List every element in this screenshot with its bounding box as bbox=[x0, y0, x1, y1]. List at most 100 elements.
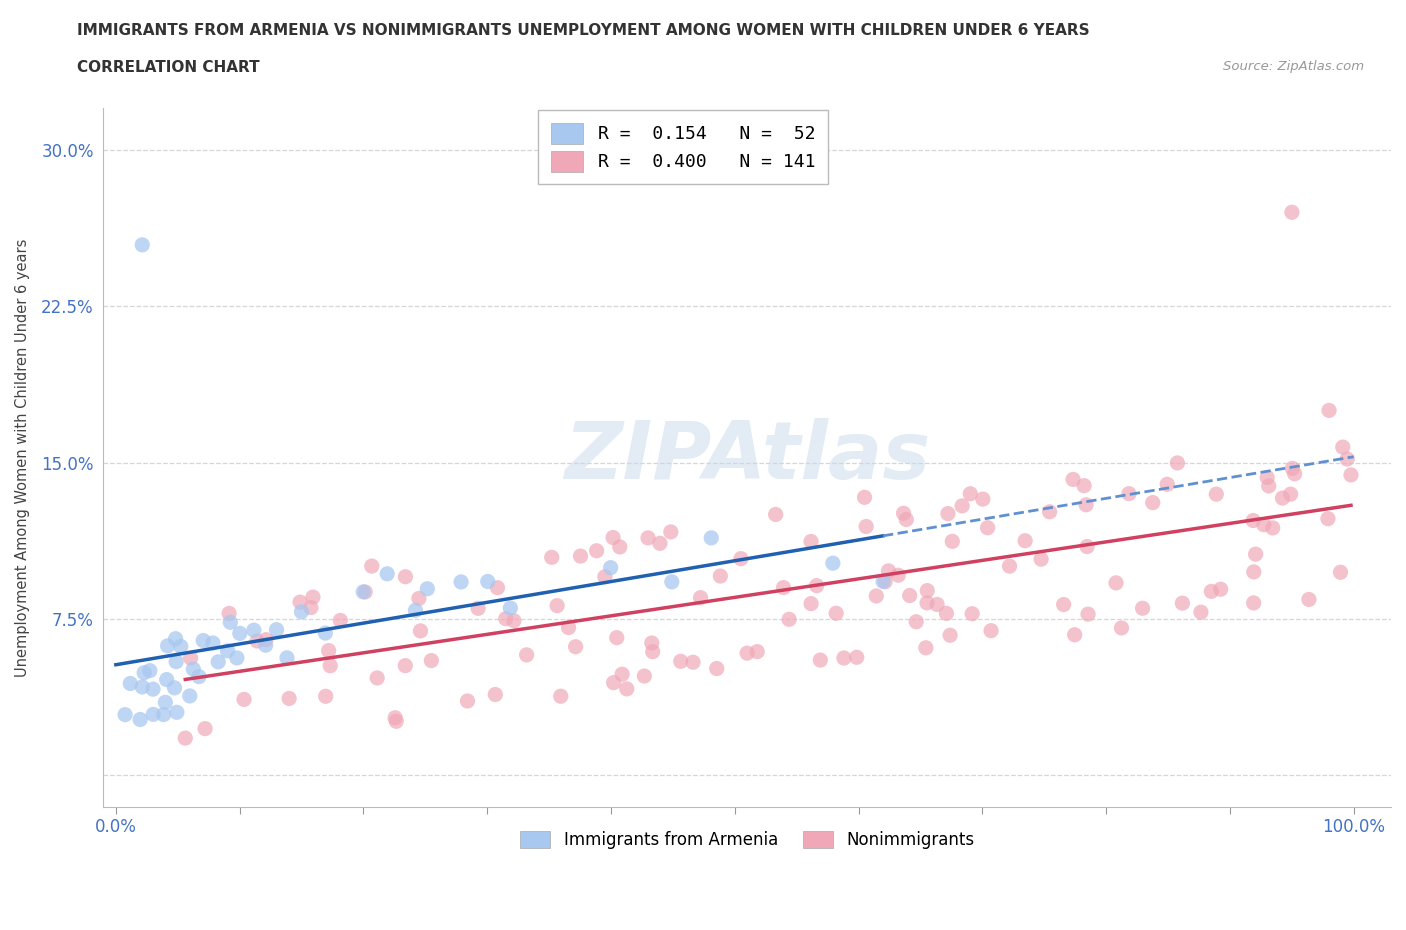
Point bbox=[394, 569, 416, 584]
Point bbox=[980, 623, 1002, 638]
Point bbox=[165, 654, 187, 669]
Point bbox=[915, 583, 938, 598]
Point bbox=[288, 594, 311, 609]
Point bbox=[246, 633, 269, 648]
Point bbox=[486, 580, 509, 595]
Point bbox=[550, 689, 572, 704]
Point bbox=[477, 574, 499, 589]
Point bbox=[1244, 547, 1267, 562]
Point bbox=[1241, 513, 1264, 528]
Point bbox=[1243, 595, 1265, 610]
Point bbox=[1166, 456, 1188, 471]
Point bbox=[384, 711, 406, 725]
Point bbox=[375, 566, 398, 581]
Point bbox=[299, 600, 322, 615]
Point bbox=[778, 612, 800, 627]
Point bbox=[1189, 604, 1212, 619]
Point bbox=[972, 492, 994, 507]
Point bbox=[1074, 498, 1097, 512]
Point bbox=[217, 644, 239, 658]
Point bbox=[129, 712, 152, 727]
Point bbox=[408, 591, 430, 605]
Point bbox=[134, 665, 156, 680]
Point bbox=[1284, 466, 1306, 481]
Point bbox=[1257, 479, 1279, 494]
Point bbox=[709, 568, 731, 583]
Point bbox=[893, 506, 915, 521]
Point bbox=[233, 692, 256, 707]
Point bbox=[808, 653, 831, 668]
Point bbox=[1132, 601, 1154, 616]
Point bbox=[1111, 620, 1133, 635]
Point bbox=[225, 650, 247, 665]
Point bbox=[409, 623, 432, 638]
Point bbox=[606, 631, 628, 645]
Point bbox=[243, 623, 266, 638]
Point bbox=[927, 597, 949, 612]
Point bbox=[941, 534, 963, 549]
Point bbox=[254, 632, 277, 647]
Point bbox=[354, 585, 377, 600]
Point bbox=[156, 672, 179, 687]
Point bbox=[641, 635, 664, 650]
Point bbox=[936, 506, 959, 521]
Point bbox=[1077, 606, 1099, 621]
Point bbox=[1062, 472, 1084, 487]
Point bbox=[998, 559, 1021, 574]
Point bbox=[609, 539, 631, 554]
Point bbox=[1073, 478, 1095, 493]
Point bbox=[887, 568, 910, 583]
Point bbox=[661, 575, 683, 590]
Point bbox=[540, 550, 562, 565]
Point bbox=[1014, 533, 1036, 548]
Point bbox=[610, 667, 633, 682]
Point bbox=[139, 663, 162, 678]
Point bbox=[450, 575, 472, 590]
Point bbox=[1171, 596, 1194, 611]
Point bbox=[499, 601, 522, 616]
Point bbox=[865, 589, 887, 604]
Point bbox=[1205, 486, 1227, 501]
Point bbox=[1298, 592, 1320, 607]
Point bbox=[700, 530, 723, 545]
Point bbox=[319, 658, 342, 673]
Point bbox=[366, 671, 388, 685]
Point bbox=[229, 626, 252, 641]
Point bbox=[832, 651, 855, 666]
Point bbox=[467, 601, 489, 616]
Point bbox=[1256, 470, 1278, 485]
Point bbox=[131, 237, 153, 252]
Point bbox=[585, 543, 607, 558]
Point bbox=[845, 650, 868, 665]
Point bbox=[278, 691, 301, 706]
Point bbox=[352, 584, 374, 599]
Point bbox=[142, 682, 165, 697]
Point bbox=[1340, 468, 1362, 483]
Point bbox=[877, 564, 900, 578]
Point bbox=[165, 631, 187, 646]
Point bbox=[1118, 486, 1140, 501]
Point bbox=[765, 507, 787, 522]
Point bbox=[1261, 521, 1284, 536]
Point bbox=[1336, 452, 1358, 467]
Point bbox=[484, 687, 506, 702]
Y-axis label: Unemployment Among Women with Children Under 6 years: Unemployment Among Women with Children U… bbox=[15, 238, 30, 676]
Point bbox=[706, 661, 728, 676]
Point bbox=[593, 569, 616, 584]
Point bbox=[896, 512, 918, 527]
Point bbox=[1209, 582, 1232, 597]
Point bbox=[290, 604, 312, 619]
Point bbox=[180, 651, 202, 666]
Point bbox=[1029, 551, 1052, 566]
Point bbox=[960, 606, 983, 621]
Point bbox=[855, 519, 877, 534]
Point bbox=[131, 680, 153, 695]
Point bbox=[174, 731, 197, 746]
Point bbox=[669, 654, 692, 669]
Point bbox=[266, 622, 288, 637]
Point bbox=[682, 655, 704, 670]
Point bbox=[218, 606, 240, 621]
Point bbox=[935, 605, 957, 620]
Point bbox=[495, 611, 517, 626]
Point bbox=[872, 574, 894, 589]
